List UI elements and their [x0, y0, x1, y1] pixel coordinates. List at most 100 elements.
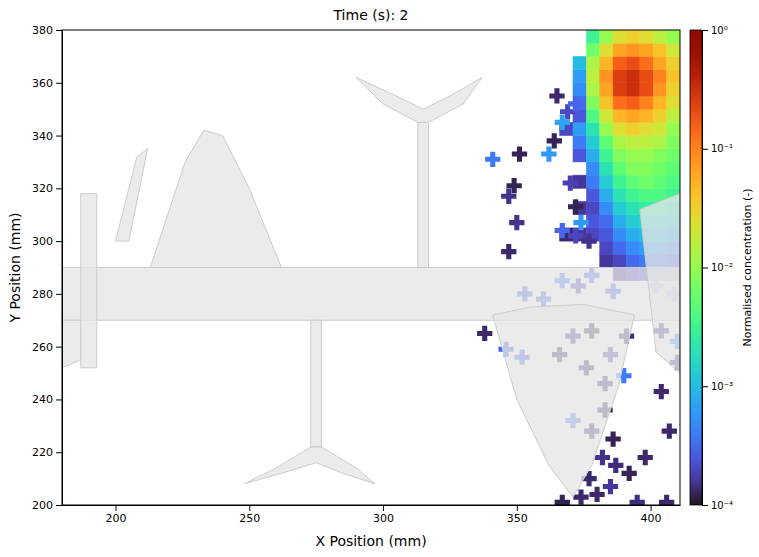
heatmap-cell: [626, 215, 639, 228]
y-tick-label: 380: [32, 24, 53, 37]
heatmap-cell: [626, 109, 639, 122]
point: [501, 244, 516, 259]
heatmap-cell: [600, 215, 613, 228]
y-tick-mark: [56, 136, 62, 137]
y-tick-label: 360: [32, 77, 53, 90]
y-tick-label: 320: [32, 182, 53, 195]
y-tick: 340: [32, 130, 62, 143]
point: [603, 479, 618, 494]
model-part: [418, 122, 429, 267]
heatmap-cell: [626, 175, 639, 188]
x-tick: 250: [239, 505, 260, 525]
heatmap-cell: [573, 83, 586, 96]
heatmap-cell: [586, 83, 599, 96]
x-tick-mark: [651, 505, 652, 511]
y-tick-label: 200: [32, 499, 53, 512]
heatmap-cell: [626, 136, 639, 149]
heatmap-cell: [653, 109, 666, 122]
heatmap-cell: [600, 175, 613, 188]
heatmap-cell: [600, 122, 613, 135]
x-axis: 200 250 300 350 400: [63, 505, 681, 525]
x-tick-mark: [517, 505, 518, 511]
chart-svg: Time (s): 220025030035040020022024026028…: [0, 0, 759, 557]
heatmap-cell: [626, 162, 639, 175]
y-tick-label: 340: [32, 130, 53, 143]
y-tick-label: 280: [32, 288, 53, 301]
y-tick-mark: [56, 505, 62, 506]
heatmap-cell: [667, 56, 680, 69]
heatmap-cell: [626, 254, 639, 267]
y-tick: 380: [32, 24, 62, 37]
colorbar-tick: 10⁻²: [702, 262, 733, 273]
heatmap-cell: [653, 70, 666, 83]
x-axis-title: X Position (mm): [315, 533, 426, 549]
heatmap-cell: [600, 202, 613, 215]
heatmap-cell: [600, 56, 613, 69]
colorbar-tick-mark: [702, 505, 708, 506]
heatmap-cell: [586, 122, 599, 135]
heatmap-cell: [653, 136, 666, 149]
colorbar-title: Normalised concentration (-): [741, 188, 754, 346]
heatmap-cell: [653, 96, 666, 109]
heatmap-cell: [586, 175, 599, 188]
point: [622, 466, 637, 481]
point: [568, 228, 583, 243]
heatmap-cell: [613, 30, 626, 43]
y-tick-mark: [56, 294, 62, 295]
heatmap-cell: [640, 70, 653, 83]
x-tick: 350: [507, 505, 528, 525]
y-tick-mark: [56, 399, 62, 400]
heatmap-cell: [653, 30, 666, 43]
colorbar: [690, 30, 702, 505]
heatmap-cell: [626, 70, 639, 83]
heatmap-cell: [626, 43, 639, 56]
heatmap-cell: [600, 70, 613, 83]
heatmap-cell: [667, 70, 680, 83]
heatmap-cell: [667, 149, 680, 162]
heatmap-cell: [667, 175, 680, 188]
heatmap-cell: [600, 241, 613, 254]
colorbar-tick-label: 10⁻²: [711, 262, 733, 273]
point: [573, 215, 588, 230]
heatmap-cell: [613, 188, 626, 201]
heatmap-cell: [613, 175, 626, 188]
heatmap-cell: [640, 109, 653, 122]
point: [506, 178, 521, 193]
heatmap-cell: [640, 83, 653, 96]
chart-title: Time (s): 2: [332, 7, 408, 23]
heatmap-cell: [613, 96, 626, 109]
heatmap-cell: [586, 188, 599, 201]
heatmap-cell: [586, 56, 599, 69]
heatmap-cell: [613, 70, 626, 83]
y-tick-label: 300: [32, 235, 53, 248]
heatmap-cell: [613, 136, 626, 149]
heatmap-cell: [586, 136, 599, 149]
point: [589, 487, 604, 502]
heatmap-cell: [667, 162, 680, 175]
heatmap-cell: [613, 254, 626, 267]
x-tick-mark: [116, 505, 117, 511]
heatmap-cell: [667, 122, 680, 135]
heatmap-cell: [667, 96, 680, 109]
heatmap-cell: [640, 162, 653, 175]
heatmap-cell: [613, 122, 626, 135]
x-tick: 200: [106, 505, 127, 525]
heatmap-cell: [626, 83, 639, 96]
x-tick-mark: [383, 505, 384, 511]
point: [568, 96, 583, 111]
heatmap-cell: [626, 149, 639, 162]
heatmap-cell: [640, 43, 653, 56]
x-tick-label: 300: [373, 512, 394, 525]
heatmap-cell: [613, 241, 626, 254]
point: [568, 199, 583, 214]
y-tick-mark: [56, 452, 62, 453]
heatmap-cell: [600, 109, 613, 122]
point: [595, 450, 610, 465]
heatmap-cell: [640, 175, 653, 188]
heatmap-cell: [600, 162, 613, 175]
heatmap-cell: [640, 188, 653, 201]
y-axis-title: Y Position (mm): [7, 212, 23, 323]
x-tick: 400: [641, 505, 662, 525]
x-tick-label: 250: [239, 512, 260, 525]
heatmap-cell: [586, 109, 599, 122]
